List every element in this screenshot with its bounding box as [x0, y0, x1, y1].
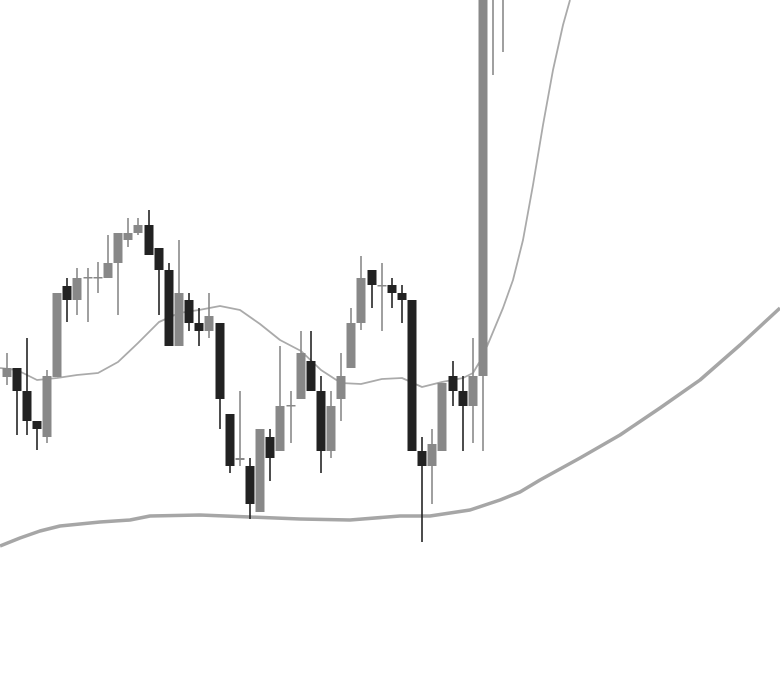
- candle-body: [22, 391, 32, 421]
- candle-body: [154, 248, 164, 270]
- candle-body: [245, 466, 255, 504]
- candle-body: [275, 406, 285, 451]
- candle-body: [356, 278, 366, 323]
- candle-body: [387, 285, 397, 293]
- candle-body: [417, 451, 427, 466]
- candle-body: [478, 0, 488, 376]
- candle-body: [346, 323, 356, 368]
- candle-body: [265, 437, 275, 458]
- candle-body: [123, 233, 133, 240]
- candle-body: [448, 376, 458, 391]
- candle-body: [215, 323, 225, 399]
- candle-body: [296, 353, 306, 399]
- candle-body: [93, 277, 103, 279]
- candle-body: [336, 376, 346, 399]
- candle-body: [113, 233, 123, 263]
- candle-body: [133, 225, 143, 233]
- candle-body: [286, 405, 296, 407]
- candle-body: [377, 285, 387, 287]
- candle-body: [407, 300, 417, 451]
- candle-body: [437, 383, 447, 451]
- candle-body: [103, 263, 113, 278]
- candle-body: [255, 429, 265, 512]
- plot-area: [0, 0, 780, 548]
- candle-body: [316, 391, 326, 451]
- candle-body: [194, 323, 204, 331]
- candle-body: [306, 361, 316, 391]
- candle-body: [164, 270, 174, 346]
- candle-body: [2, 368, 12, 377]
- candle-body: [427, 444, 437, 466]
- candle-body: [174, 293, 184, 346]
- candle-body: [397, 293, 407, 300]
- candle-body: [42, 376, 52, 437]
- candle-body: [184, 300, 194, 323]
- candle-body: [204, 316, 214, 331]
- candle-body: [12, 368, 22, 391]
- candle-body: [367, 270, 377, 285]
- candle-body: [225, 414, 235, 466]
- moving-average-line: [0, 306, 780, 548]
- candle-body: [52, 293, 62, 377]
- candle-body: [326, 406, 336, 451]
- candle-body: [83, 277, 93, 279]
- candle-body: [235, 458, 245, 460]
- candle-body: [62, 286, 72, 300]
- candle-body: [468, 376, 478, 406]
- candle-body: [144, 225, 154, 255]
- candle-body: [32, 421, 42, 429]
- candle-body: [458, 391, 468, 406]
- candle-body: [72, 278, 82, 300]
